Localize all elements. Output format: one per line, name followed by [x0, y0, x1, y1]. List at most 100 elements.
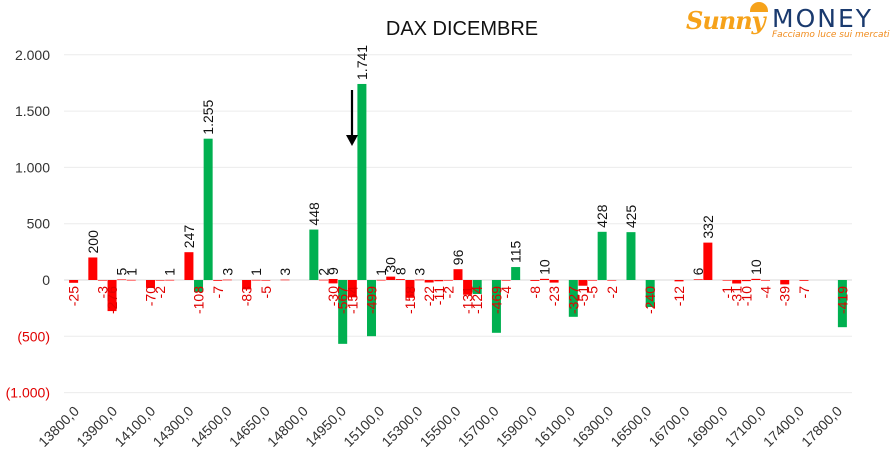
gridlines: [64, 54, 852, 394]
data-label: 1.741: [354, 45, 370, 80]
x-tick-label: 16100,0: [531, 403, 578, 450]
bar: [539, 278, 549, 280]
data-label: -23: [546, 286, 562, 306]
x-tick-label: 16500,0: [607, 403, 654, 450]
x-tick-label: 15700,0: [455, 403, 502, 450]
y-tick-label: (1.000): [6, 385, 50, 401]
data-label: -7: [796, 286, 812, 299]
chart-title: DAX DICEMBRE: [386, 18, 538, 40]
bar: [251, 279, 261, 281]
y-tick-label: 500: [27, 216, 51, 232]
data-label: -51: [575, 286, 591, 306]
data-label: -22: [421, 286, 437, 306]
logo-brand-money: MONEY: [772, 4, 874, 33]
data-label: -2: [440, 286, 456, 299]
bar: [367, 280, 377, 337]
bar: [117, 279, 127, 281]
x-tick-label: 14650,0: [226, 403, 273, 450]
data-label: -25: [66, 286, 82, 306]
x-tick-label: 15100,0: [340, 403, 387, 450]
bar: [491, 280, 501, 333]
data-label: -70: [142, 286, 158, 306]
bar: [511, 267, 521, 280]
data-label: 448: [306, 202, 322, 226]
data-label: -2: [152, 286, 168, 299]
bar: [328, 280, 338, 284]
x-tick-label: 14300,0: [149, 403, 196, 450]
data-label: -2: [604, 286, 620, 299]
bar: [799, 280, 809, 281]
data-label: -31: [729, 286, 745, 306]
bar: [69, 280, 79, 283]
x-tick-label: 16700,0: [645, 403, 692, 450]
bar: [443, 280, 453, 281]
bar: [88, 257, 98, 280]
data-label: 6: [690, 267, 706, 275]
y-axis: 2.000 1.500 1.000 500 0 (500) (1.000): [6, 47, 51, 401]
bar: [741, 280, 751, 282]
x-tick-label: 15900,0: [493, 403, 540, 450]
y-tick-label: 1.000: [15, 159, 50, 175]
bar: [194, 280, 204, 293]
data-label: -7: [210, 286, 226, 299]
data-label: -83: [239, 286, 255, 306]
bar: [376, 279, 386, 281]
data-label: 10: [536, 259, 552, 275]
bar: [97, 280, 107, 281]
data-label: 1: [123, 268, 139, 276]
y-tick-label: 2.000: [15, 47, 50, 63]
sunny-money-logo: Sunny MONEY Facciamo luce sui mercati: [686, 2, 890, 44]
y-tick-label: (500): [17, 328, 50, 344]
data-label: 115: [508, 241, 524, 264]
bar: [347, 280, 357, 298]
data-label: 1: [162, 268, 178, 276]
x-tick-label: 13800,0: [35, 403, 82, 450]
data-label: -10: [738, 286, 754, 306]
data-label: 247: [181, 225, 197, 249]
bar: [280, 279, 290, 281]
data-label: 2: [315, 268, 331, 276]
data-label: -499: [364, 286, 380, 314]
data-label: -419: [834, 286, 850, 314]
data-label: -276: [104, 286, 120, 314]
bar: [578, 280, 588, 286]
bar: [395, 279, 405, 280]
bar: [597, 231, 607, 280]
bar: [780, 280, 790, 285]
bar: [751, 278, 761, 280]
bar: [607, 280, 617, 281]
bar: [693, 279, 703, 280]
sun-icon: [750, 2, 768, 12]
bar: [165, 279, 175, 281]
data-label: 96: [450, 249, 466, 265]
x-tick-label: 15500,0: [417, 403, 464, 450]
bar: [318, 279, 328, 281]
x-tick-label: 16300,0: [569, 403, 616, 450]
bar: [261, 280, 271, 281]
data-labels: -25200-3-27651-70-21247-1081.255-73-831-…: [66, 45, 851, 314]
bar: [338, 280, 348, 344]
data-label: 30: [383, 257, 399, 273]
data-label: -12: [671, 286, 687, 306]
bar: [145, 280, 155, 288]
bar: [203, 138, 213, 280]
bar: [213, 280, 223, 281]
x-tick-label: 17400,0: [760, 403, 807, 450]
data-label: 8: [392, 267, 408, 275]
bar: [357, 83, 367, 280]
data-label: 1.255: [200, 99, 216, 134]
bar: [463, 280, 473, 295]
x-tick-label: 15300,0: [378, 403, 425, 450]
data-label: -108: [191, 286, 207, 314]
bar: [761, 280, 771, 281]
x-tick-label: 14500,0: [188, 403, 235, 450]
data-label: 3: [219, 268, 235, 276]
bar: [386, 276, 396, 280]
bar: [837, 280, 847, 328]
bar: [530, 280, 540, 281]
data-label: -8: [527, 286, 543, 299]
data-label: 428: [594, 204, 610, 228]
data-label: -327: [565, 286, 581, 314]
data-label: -3: [94, 286, 110, 299]
